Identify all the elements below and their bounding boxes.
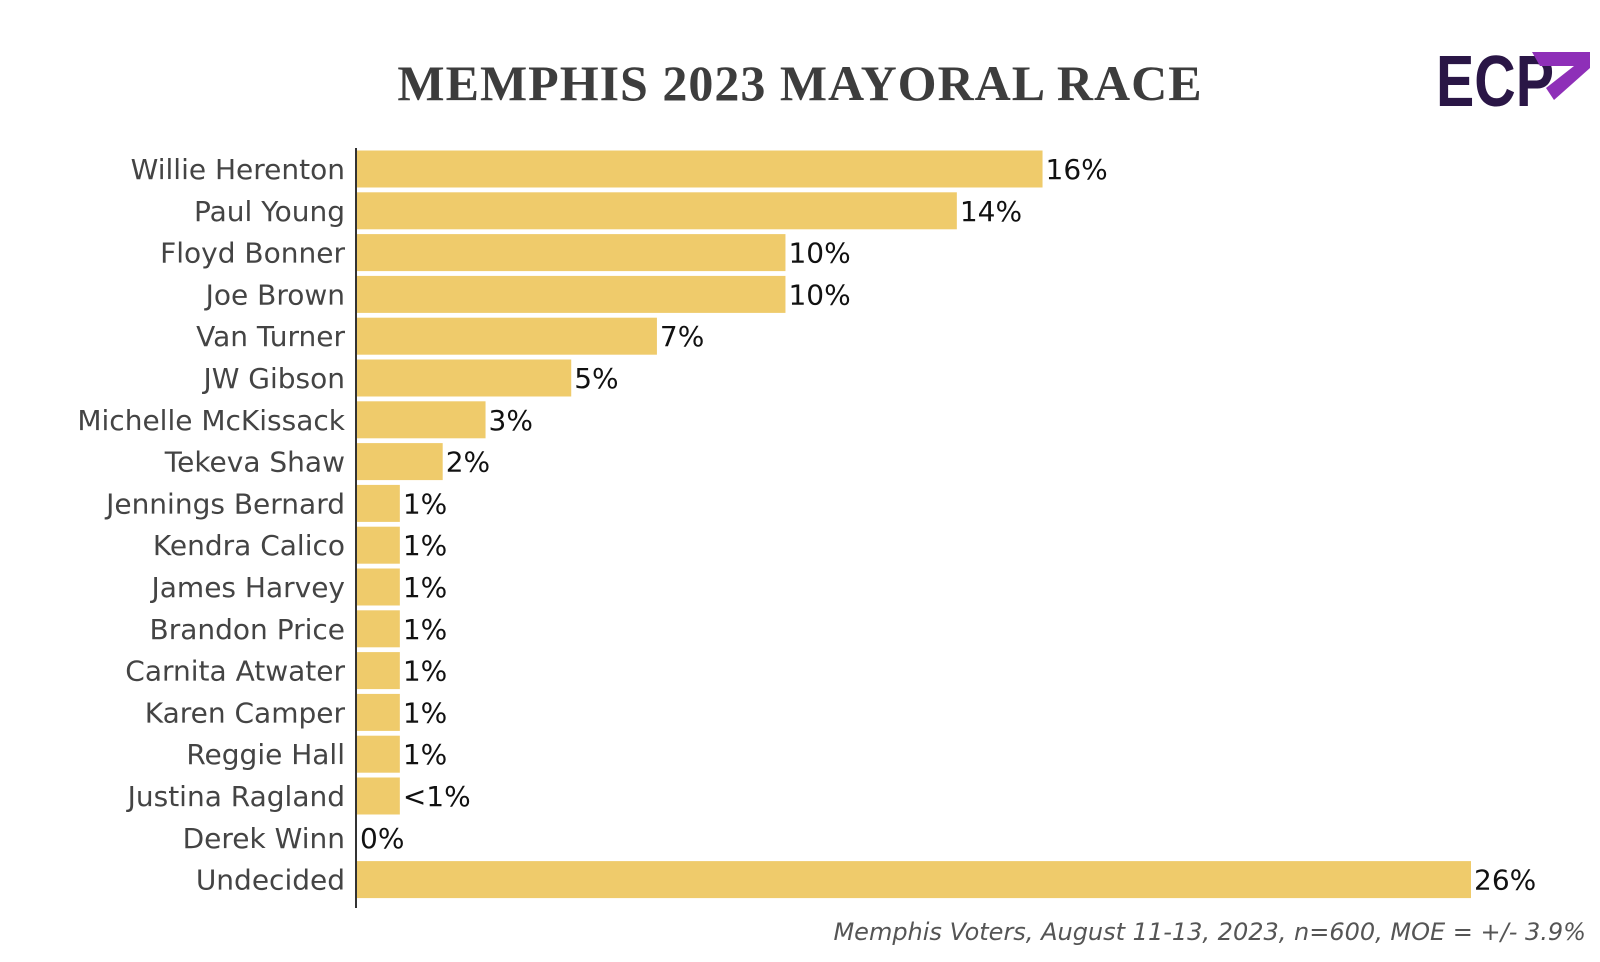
category-label: Carnita Atwater [125,655,345,688]
bar [357,693,400,731]
data-label: 2% [446,446,490,479]
category-label: Brandon Price [150,613,345,646]
bar [357,610,400,648]
bar [357,526,400,564]
data-label: 1% [403,696,447,729]
data-label: 5% [574,362,618,395]
bar [357,568,400,606]
data-label: 1% [403,738,447,771]
data-label: 16% [1046,153,1108,186]
category-label: JW Gibson [201,362,345,395]
category-label: Derek Winn [183,822,345,855]
category-label: Michelle McKissack [77,404,345,437]
bar [357,484,400,522]
data-label: <1% [403,780,471,813]
data-label: 1% [403,613,447,646]
category-label: Van Turner [196,320,345,353]
bar [357,359,572,397]
bar [357,234,786,272]
logo-check-icon [1532,52,1590,100]
data-label: 26% [1474,864,1536,897]
data-label: 10% [788,278,850,311]
data-label: 10% [788,237,850,270]
bar [357,652,400,690]
data-label: 1% [403,487,447,520]
bar [357,861,1471,899]
data-label: 3% [489,404,533,437]
data-label: 7% [660,320,704,353]
data-label: 14% [960,195,1022,228]
category-label: Karen Camper [145,696,346,729]
bar [357,275,786,313]
category-label: Reggie Hall [186,738,345,771]
chart-title: MEMPHIS 2023 MAYORAL RACE [397,55,1203,111]
data-label: 1% [403,655,447,688]
bar [357,150,1043,188]
ecp-logo-icon: ECP [1436,44,1590,114]
category-label: Willie Herenton [131,153,345,186]
category-label: Justina Ragland [126,780,345,813]
bar [357,401,486,439]
category-label: Tekeva Shaw [164,446,345,479]
data-label: 1% [403,529,447,562]
bar [357,192,957,230]
category-label: Paul Young [194,195,345,228]
bar [357,777,400,815]
footnote: Memphis Voters, August 11-13, 2023, n=60… [833,918,1586,946]
data-label: 0% [360,822,404,855]
bar [357,317,657,355]
bar [357,735,400,773]
category-label: Undecided [196,864,345,897]
category-label: Jennings Bernard [104,487,345,520]
category-label: James Harvey [150,571,346,604]
category-label: Floyd Bonner [160,237,345,270]
bar [357,443,443,481]
data-label: 1% [403,571,447,604]
category-label: Kendra Calico [153,529,345,562]
category-label: Joe Brown [204,278,345,311]
